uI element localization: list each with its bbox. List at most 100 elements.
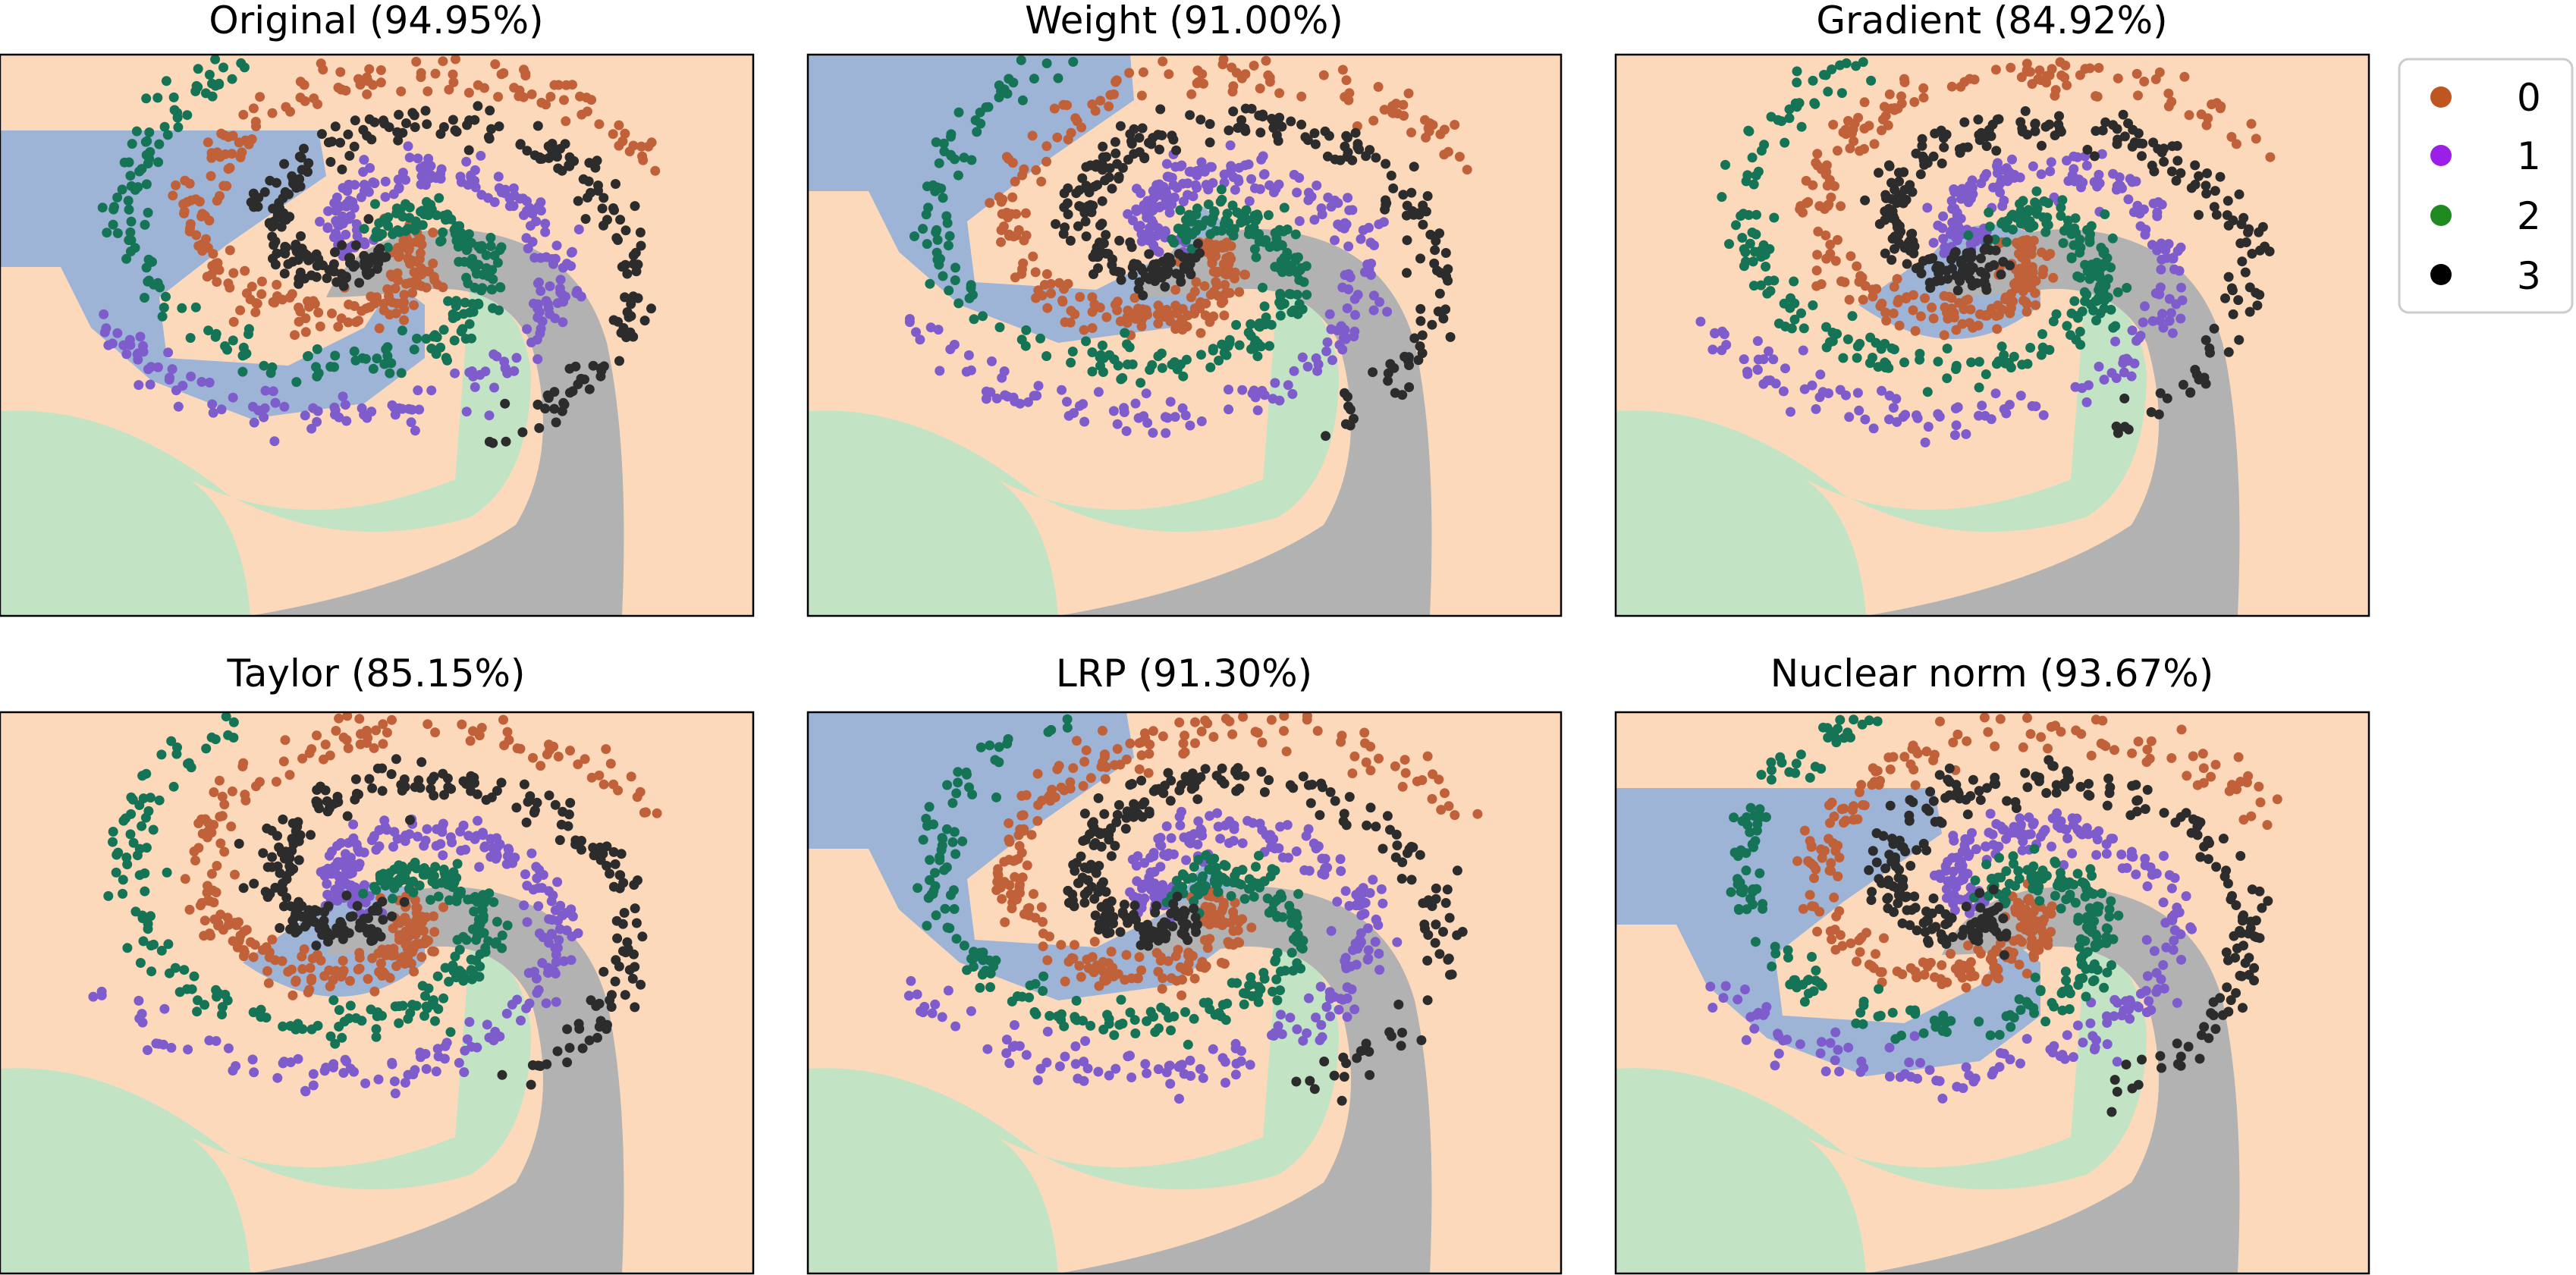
point-class-0 — [1820, 169, 1831, 180]
point-class-3 — [1324, 130, 1334, 141]
point-class-0 — [384, 290, 394, 301]
point-class-1 — [2135, 221, 2146, 231]
point-class-1 — [1717, 326, 1727, 337]
point-class-3 — [1952, 285, 1963, 296]
point-class-2 — [256, 1004, 266, 1015]
point-class-0 — [1939, 290, 1949, 301]
point-class-1 — [1292, 187, 1302, 198]
point-class-1 — [566, 247, 576, 258]
point-class-1 — [348, 833, 359, 843]
point-class-2 — [337, 1032, 347, 1043]
point-class-2 — [436, 235, 447, 246]
point-class-0 — [423, 719, 433, 730]
point-class-3 — [364, 774, 375, 784]
point-class-0 — [632, 792, 642, 802]
point-class-3 — [283, 259, 294, 269]
point-class-0 — [2020, 297, 2031, 307]
point-class-0 — [230, 869, 240, 880]
point-class-3 — [2244, 224, 2254, 234]
point-class-2 — [964, 782, 974, 793]
point-class-1 — [1271, 184, 1281, 194]
point-class-3 — [297, 165, 307, 175]
point-class-3 — [501, 436, 511, 447]
point-class-3 — [1886, 255, 1897, 265]
point-class-2 — [1259, 301, 1270, 312]
point-class-1 — [1317, 1032, 1327, 1042]
point-class-0 — [1143, 768, 1154, 778]
point-class-2 — [156, 945, 167, 956]
point-class-3 — [1101, 230, 1111, 240]
point-class-1 — [1277, 853, 1288, 862]
point-class-3 — [2037, 140, 2047, 151]
point-class-3 — [1125, 237, 1136, 247]
point-class-1 — [1923, 422, 1934, 432]
point-class-0 — [248, 103, 259, 114]
point-class-1 — [413, 385, 423, 396]
point-class-1 — [455, 826, 466, 837]
point-class-1 — [322, 890, 333, 900]
point-class-3 — [630, 903, 640, 914]
point-class-2 — [1741, 256, 1751, 267]
point-class-1 — [1093, 387, 1104, 397]
point-class-0 — [409, 966, 419, 977]
point-class-3 — [558, 806, 568, 817]
point-class-0 — [191, 230, 202, 240]
point-class-2 — [1071, 995, 1082, 1006]
point-class-0 — [1066, 127, 1076, 138]
point-class-1 — [1161, 159, 1172, 169]
point-class-0 — [1250, 727, 1261, 737]
point-class-3 — [2201, 188, 2212, 199]
point-class-3 — [615, 215, 626, 225]
point-class-2 — [1233, 878, 1243, 888]
point-class-2 — [966, 155, 977, 165]
point-class-0 — [375, 65, 386, 75]
point-class-2 — [394, 1018, 404, 1028]
point-class-3 — [1340, 141, 1350, 152]
point-class-0 — [168, 190, 178, 201]
point-class-3 — [628, 291, 639, 302]
point-class-1 — [1212, 808, 1223, 818]
point-class-1 — [1185, 420, 1195, 431]
point-class-2 — [1272, 995, 1283, 1006]
point-class-2 — [975, 742, 986, 752]
point-class-2 — [951, 788, 962, 799]
point-class-1 — [492, 841, 503, 852]
point-class-1 — [1349, 1004, 1360, 1015]
point-class-1 — [1912, 413, 1923, 423]
point-class-3 — [485, 105, 495, 116]
point-class-1 — [987, 356, 997, 366]
point-class-0 — [493, 92, 504, 102]
point-class-2 — [248, 1007, 259, 1018]
point-class-1 — [432, 1044, 443, 1054]
point-class-3 — [249, 878, 259, 889]
point-class-0 — [1068, 763, 1079, 774]
point-class-2 — [1286, 912, 1297, 922]
point-class-0 — [228, 316, 239, 327]
point-class-1 — [394, 183, 404, 193]
point-class-1 — [1376, 884, 1387, 894]
point-class-2 — [444, 877, 454, 887]
point-class-1 — [1148, 428, 1158, 438]
point-class-1 — [397, 404, 407, 414]
point-class-2 — [458, 309, 469, 319]
point-class-1 — [1764, 346, 1773, 356]
point-class-0 — [608, 129, 618, 140]
point-class-1 — [561, 925, 572, 936]
point-class-0 — [225, 245, 235, 256]
point-class-1 — [1215, 834, 1226, 844]
point-class-2 — [1264, 907, 1274, 918]
point-class-1 — [2163, 239, 2174, 250]
point-class-0 — [184, 178, 195, 189]
point-class-1 — [1139, 858, 1150, 868]
point-class-0 — [1894, 320, 1905, 331]
point-class-3 — [543, 141, 554, 152]
point-class-0 — [1279, 712, 1290, 721]
point-class-1 — [1778, 386, 1789, 397]
point-class-3 — [592, 1032, 602, 1043]
point-class-2 — [371, 1024, 382, 1035]
point-class-0 — [1056, 782, 1067, 793]
point-class-1 — [2156, 264, 2166, 275]
point-class-3 — [594, 1022, 605, 1032]
point-class-2 — [438, 227, 448, 237]
point-class-2 — [985, 740, 995, 751]
